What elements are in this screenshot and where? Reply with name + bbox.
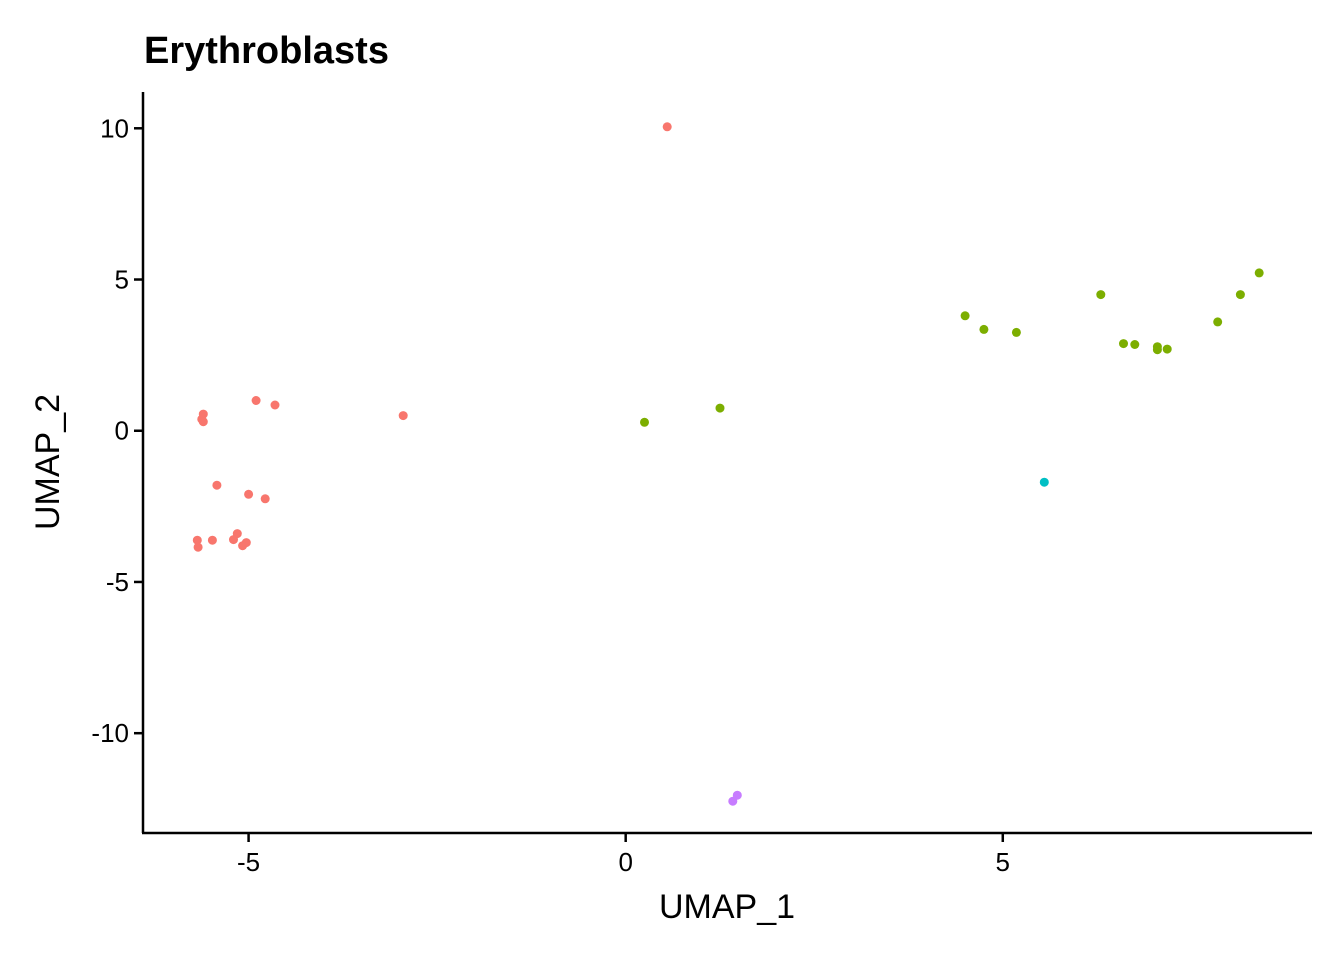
x-axis-ticks: -5 0 5 — [237, 833, 1010, 877]
data-point-1-9 — [1152, 345, 1162, 355]
data-point-3-1 — [728, 796, 738, 806]
data-point-0-3 — [270, 400, 280, 410]
x-tick-label: 5 — [996, 847, 1010, 877]
data-point-0-6 — [198, 417, 208, 427]
data-point-0-9 — [260, 494, 270, 504]
data-point-0-14 — [193, 542, 203, 552]
data-point-0-8 — [244, 489, 254, 499]
y-tick-label: -5 — [106, 567, 129, 597]
y-tick-label: -10 — [91, 718, 129, 748]
data-point-2-0 — [1039, 477, 1049, 487]
data-point-1-5 — [1096, 290, 1106, 300]
data-point-1-4 — [1011, 327, 1021, 337]
data-points — [192, 122, 1264, 806]
data-point-1-1 — [715, 403, 725, 413]
data-point-0-1 — [398, 411, 408, 421]
data-point-1-10 — [1162, 344, 1172, 354]
data-point-1-7 — [1130, 340, 1140, 349]
data-point-0-11 — [229, 535, 238, 545]
y-tick-label: 0 — [115, 416, 129, 446]
x-axis-title: UMAP_1 — [659, 888, 795, 926]
data-point-1-2 — [960, 311, 970, 321]
data-point-1-0 — [640, 417, 649, 427]
data-point-0-2 — [251, 396, 261, 405]
y-tick-label: 5 — [115, 265, 129, 295]
y-tick-label: 10 — [100, 113, 129, 143]
data-point-0-0 — [662, 122, 672, 132]
data-point-0-16 — [238, 541, 248, 551]
y-axis-ticks: -10 -5 0 5 10 — [91, 113, 143, 748]
data-point-1-12 — [1235, 290, 1245, 300]
x-tick-label: 0 — [618, 847, 632, 877]
y-axis-title: UMAP_2 — [29, 394, 67, 530]
data-point-1-3 — [979, 324, 989, 334]
data-point-1-11 — [1213, 317, 1223, 327]
chart-title: Erythroblasts — [144, 30, 389, 72]
data-point-0-12 — [207, 535, 217, 545]
x-tick-label: -5 — [237, 847, 260, 877]
data-point-0-13 — [192, 535, 202, 545]
data-point-1-13 — [1254, 268, 1264, 278]
data-point-0-7 — [212, 480, 222, 490]
data-point-1-6 — [1119, 339, 1128, 349]
